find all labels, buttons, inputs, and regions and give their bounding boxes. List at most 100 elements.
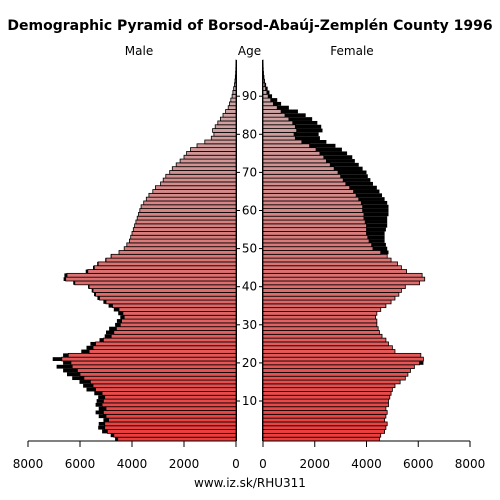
male-bar-age-6 [105,413,237,419]
female-bar-age-27 [262,333,383,339]
male-bar-age-85 [222,112,237,118]
female-bar-age-65 [262,189,354,194]
male-excess-age-21 [52,357,62,361]
male-bar-age-2 [106,429,237,434]
female-excess-age-58 [363,216,388,221]
female-bar-age-45 [262,265,402,270]
female-bar-age-5 [262,417,386,423]
female-bar-age-76 [262,147,317,152]
male-excess-age-23 [81,349,90,354]
male-bar-age-77 [196,143,237,149]
female-bar-age-30 [262,322,378,328]
male-bar-age-82 [214,124,237,129]
male-bar-age-58 [136,215,237,221]
female-bar-age-2 [262,429,386,434]
male-bar-age-33 [122,311,237,316]
female-bar-age-59 [262,211,365,217]
source-label: www.iz.sk/RHU311 [194,476,306,490]
age-tick-label-60: 60 [242,203,257,217]
male-excess-age-3 [98,425,105,430]
male-bar-age-53 [130,234,237,240]
male-bar-age-32 [123,314,237,320]
female-bar-age-20 [262,360,420,366]
female-excess-age-76 [316,147,342,152]
male-bar-age-50 [123,246,237,251]
male-bar-age-30 [119,322,237,328]
male-bar-age-51 [126,242,237,248]
age-tick-label-10: 10 [242,394,257,408]
male-bar-age-67 [160,181,237,187]
male-excess-age-17 [67,372,80,377]
female-excess-age-93 [264,82,267,87]
male-bar-age-93 [234,82,237,88]
male-header: Male [125,44,153,58]
female-excess-age-95 [263,75,265,80]
male-excess-age-1 [110,433,114,438]
male-excess-age-25 [90,341,96,346]
female-excess-age-92 [265,86,268,91]
male-bar-age-20 [70,360,237,366]
male-bar-age-19 [71,364,237,370]
age-tick-label-80: 80 [242,127,257,141]
male-excess-age-13 [86,387,96,392]
female-x-tick-label-4000: 4000 [351,457,382,471]
female-bar-age-60 [262,208,364,213]
age-tick-label-70: 70 [242,165,257,179]
male-excess-age-36 [103,300,106,304]
male-bar-age-4 [104,421,237,427]
male-bar-age-26 [103,337,237,343]
male-excess-age-39 [91,288,93,293]
female-bar-age-43 [262,272,423,278]
male-bar-age-92 [233,86,237,91]
female-bar-age-6 [262,413,387,419]
female-excess-age-69 [340,174,368,179]
female-bar-age-10 [262,398,389,404]
male-x-tick-label-0: 0 [232,457,240,471]
male-bar-age-14 [92,383,237,389]
male-bar-age-13 [95,387,237,392]
female-excess-age-61 [362,204,389,209]
male-bar-age-31 [121,318,237,324]
female-bar-age-28 [262,330,380,335]
male-excess-age-4 [98,421,105,426]
male-bar-age-9 [101,402,237,408]
female-excess-age-72 [330,162,359,167]
male-bar-age-41 [74,280,237,286]
female-bar-age-39 [262,288,402,293]
female-excess-age-54 [366,231,385,236]
male-bar-age-45 [93,265,237,270]
age-header: Age [238,44,261,58]
male-excess-age-19 [56,364,73,369]
female-bar-age-77 [262,143,310,149]
male-bar-age-88 [229,101,237,107]
male-bar-age-70 [169,170,237,175]
male-excess-age-26 [99,338,104,342]
female-excess-age-88 [273,101,282,106]
male-excess-age-22 [63,353,69,358]
female-bar-age-66 [262,185,351,190]
female-excess-age-57 [365,220,388,224]
male-bar-age-57 [135,219,237,225]
female-excess-age-62 [361,200,388,205]
female-x-tick-label-6000: 6000 [403,457,434,471]
female-bar-age-90 [262,93,269,99]
female-excess-age-55 [366,227,386,232]
female-excess-age-84 [288,117,313,121]
female-excess-age-51 [371,242,386,247]
male-bar-age-66 [154,185,237,190]
female-excess-age-70 [338,170,367,175]
female-bar-age-0 [262,436,380,442]
female-excess-age-90 [268,94,273,99]
female-bar-age-88 [262,101,274,107]
female-bar-age-81 [262,128,298,133]
male-excess-age-30 [115,322,121,327]
female-bar-age-53 [262,234,369,240]
female-x-tick-label-0: 0 [259,457,267,471]
female-bar-age-94 [262,78,265,84]
male-bar-age-80 [213,131,237,137]
male-excess-age-31 [116,319,122,323]
female-bar-age-54 [262,231,367,236]
male-excess-age-47 [105,258,106,262]
female-excess-age-75 [319,151,348,156]
